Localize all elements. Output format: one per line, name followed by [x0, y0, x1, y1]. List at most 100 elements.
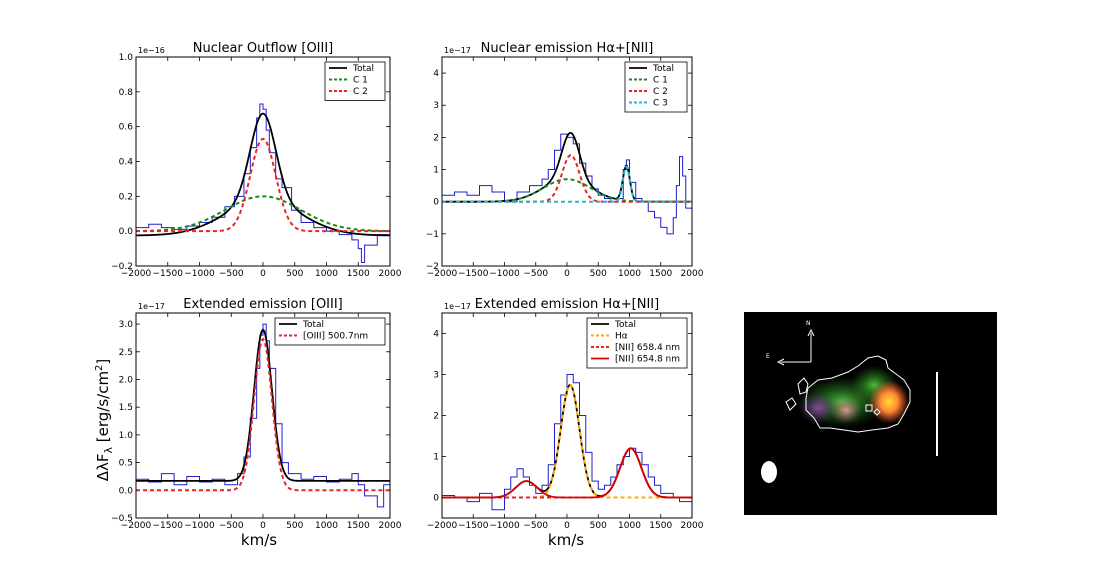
- legend-entry: Total: [614, 320, 636, 330]
- compass-north-label: N: [806, 320, 811, 327]
- y-tick-label: 2: [433, 412, 439, 422]
- inset-marker-diamond: [873, 408, 881, 416]
- series-line: [442, 384, 692, 499]
- legend-entry: C 1: [353, 76, 368, 86]
- x-tick-label: 1500: [649, 269, 672, 279]
- y-multiplier: 1e−17: [444, 46, 471, 55]
- figure-ylabel: ΔλFλ [erg/s/cm2]: [94, 359, 115, 482]
- compass-east-label: E: [766, 353, 770, 360]
- x-tick-label: 1000: [315, 269, 338, 279]
- series-line: [136, 195, 390, 233]
- y-tick-label: −2: [426, 262, 439, 272]
- inset-blob-purple: [798, 392, 838, 424]
- series-line: [136, 137, 390, 233]
- x-tick-label: 2000: [379, 521, 402, 531]
- series-line: [442, 165, 692, 203]
- figure-ylabel-units: [erg/s/cm: [94, 371, 112, 447]
- legend-entry: [OIII] 500.7nm: [303, 332, 368, 342]
- legend-entry: C 2: [353, 87, 368, 97]
- y-tick-label: 0.4: [119, 158, 134, 168]
- inset-contour-left: [797, 377, 809, 395]
- x-tick-label: 1500: [649, 521, 672, 531]
- figure-ylabel-sup: 2: [94, 365, 105, 371]
- x-tick-label: 0: [564, 521, 570, 531]
- legend-entry: Total: [302, 320, 324, 330]
- x-tick-label: −500: [523, 521, 548, 531]
- y-tick-label: 3: [433, 371, 439, 381]
- legend-entry: [NII] 658.4 nm: [615, 343, 680, 353]
- x-tick-label: 500: [590, 521, 607, 531]
- inset-image: N E: [744, 312, 997, 515]
- x-tick-label: −1500: [153, 521, 184, 531]
- series-line: [136, 328, 390, 482]
- y-tick-label: 1.0: [119, 431, 134, 441]
- x-tick-label: 500: [286, 269, 303, 279]
- inset-blob-pink: [830, 396, 862, 424]
- panels: Nuclear Outflow [OIII]1e−16−2000 −1500 −10…: [111, 41, 704, 531]
- y-tick-label: 1: [433, 453, 439, 463]
- observed-spectrum: [136, 103, 390, 264]
- y-tick-label: −1: [426, 230, 439, 240]
- x-tick-label: −2000: [121, 269, 152, 279]
- y-multiplier: 1e−16: [138, 46, 165, 55]
- x-tick-label: 2000: [681, 269, 704, 279]
- legend-box: [586, 317, 688, 369]
- y-multiplier: 1e−17: [444, 302, 471, 311]
- x-tick-label: 2000: [681, 521, 704, 531]
- figure-xlabel-left: km/s: [241, 531, 277, 549]
- x-tick-label: −500: [219, 521, 244, 531]
- x-tick-label: −2000: [121, 521, 152, 531]
- series-line: [136, 337, 390, 492]
- axes-frame: [441, 56, 693, 267]
- inset-marker: [865, 404, 873, 412]
- legend-entry: Hα: [615, 332, 628, 342]
- panel-title: Extended emission [OIII]: [183, 297, 343, 312]
- axes-frame: [135, 312, 391, 519]
- x-tick-label: −1000: [184, 521, 215, 531]
- series-line: [442, 447, 692, 499]
- panel-title: Nuclear Outflow [OIII]: [193, 41, 334, 56]
- panel-title: Extended emission Hα+[NII]: [475, 297, 659, 312]
- panel-p4: Extended emission Hα+[NII] 1e−17 −2000 −150…: [427, 297, 704, 531]
- inset-beam: [761, 461, 777, 483]
- y-tick-label: −0.2: [111, 262, 133, 272]
- x-tick-label: −1500: [153, 269, 184, 279]
- x-tick-label: −1500: [458, 269, 489, 279]
- y-tick-label: 1.5: [119, 403, 133, 413]
- x-tick-label: −1500: [458, 521, 489, 531]
- y-tick-label: 3.0: [119, 320, 134, 330]
- y-tick-label: 4: [433, 330, 439, 340]
- y-tick-label: 2: [433, 133, 439, 143]
- plot-area: [442, 374, 692, 511]
- y-tick-label: −0.5: [111, 514, 133, 524]
- observed-spectrum: [136, 323, 390, 513]
- inset-contour-small: [785, 397, 797, 411]
- inset-contour: [805, 355, 911, 433]
- panel-p1: Nuclear Outflow [OIII] 1e−16 −2000 −1500 −10…: [111, 41, 402, 279]
- observed-spectrum: [442, 133, 692, 235]
- axes-frame: [441, 312, 693, 519]
- y-tick-label: 2.0: [119, 375, 134, 385]
- x-tick-label: 500: [590, 269, 607, 279]
- panel-p3: Extended emission [OIII]1e−17−2000 −1500−…: [111, 297, 402, 531]
- y-tick-label: 3: [433, 101, 439, 111]
- y-tick-label: 2.5: [119, 348, 133, 358]
- y-tick-label: 0.5: [119, 459, 133, 469]
- panel-title: Nuclear emission Hα+[NII]: [481, 41, 654, 56]
- legend-box: [274, 317, 386, 346]
- x-tick-label: −1000: [489, 521, 520, 531]
- y-tick-label: 0.2: [119, 192, 133, 202]
- y-tick-label: 0.0: [119, 227, 134, 237]
- x-tick-label: 1500: [347, 269, 370, 279]
- x-tick-label: −500: [219, 269, 244, 279]
- legend-entry: C 2: [653, 87, 668, 97]
- figure-ylabel-sub: λ: [102, 447, 115, 454]
- x-tick-label: −2000: [427, 269, 458, 279]
- x-tick-label: 1500: [347, 521, 370, 531]
- x-tick-label: 0: [564, 269, 570, 279]
- legend-entry: [NII] 654.8 nm: [615, 355, 680, 365]
- legend-box: [624, 61, 688, 113]
- x-tick-label: −1000: [184, 269, 215, 279]
- panel-p2: Nuclear emission Hα+[NII]1e−17−2000 −1500…: [426, 41, 704, 279]
- legend-entry: Total: [652, 64, 674, 74]
